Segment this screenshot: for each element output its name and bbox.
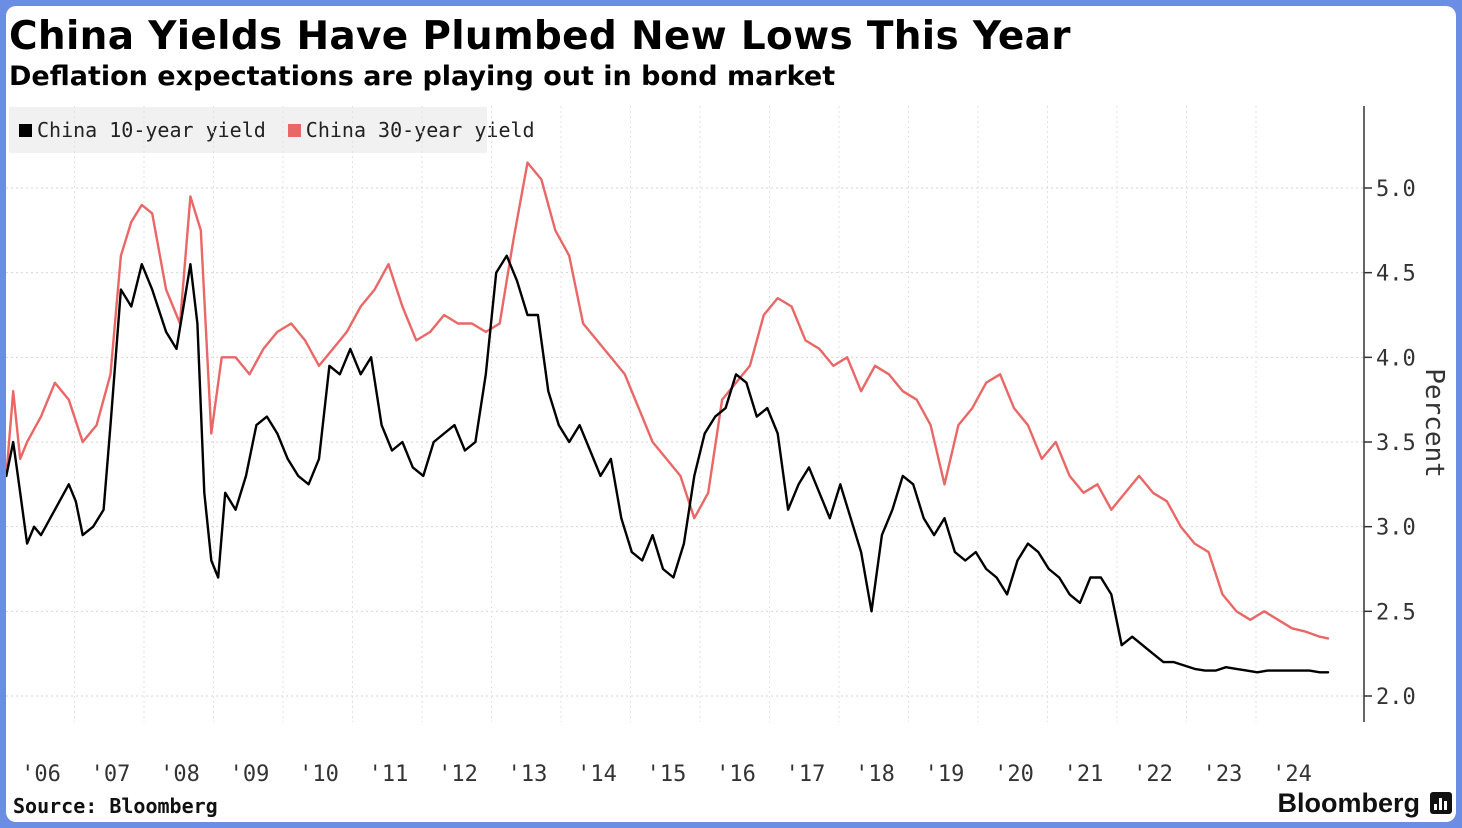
x-tick-label: '21: [1064, 762, 1104, 787]
chart-card: China Yields Have Plumbed New Lows This …: [6, 6, 1456, 822]
x-tick-label: '10: [299, 762, 339, 787]
y-tick-label: 5.0: [1376, 177, 1416, 202]
x-tick-label: '11: [369, 762, 409, 787]
series-line-10y: [6, 254, 1330, 674]
y-axis-label: Percent: [1419, 368, 1449, 478]
y-tick-label: 4.5: [1376, 262, 1416, 287]
x-tick-label: '09: [230, 762, 270, 787]
y-tick-label: 4.0: [1376, 346, 1416, 371]
y-tick-label: 2.0: [1376, 685, 1416, 710]
x-tick-label: '07: [91, 762, 131, 787]
x-tick-label: '18: [855, 762, 895, 787]
chart-plot: 2.0 2.5 3.0 3.5 4.0 4.5 5.0 '06 '07 '08 '09 '10 '11…: [6, 106, 1449, 787]
x-axis: '06 '07 '08 '09 '10 '11 '12 '13 '14 '15 '16 '17 '18 '…: [21, 762, 1312, 787]
x-tick-label: '12: [438, 762, 478, 787]
brand-logo: Bloomberg: [1277, 788, 1420, 818]
x-tick-label: '13: [508, 762, 548, 787]
series-line-30y: [6, 161, 1330, 640]
chart-title: China Yields Have Plumbed New Lows This …: [9, 14, 1071, 59]
chart-subtitle: Deflation expectations are playing out i…: [9, 61, 836, 92]
y-tick-label: 2.5: [1376, 600, 1416, 625]
source-note: Source: Bloomberg: [13, 794, 218, 818]
x-tick-label: '19: [925, 762, 965, 787]
legend-swatch-10y: [19, 123, 32, 137]
y-axis: 2.0 2.5 3.0 3.5 4.0 4.5 5.0: [1363, 106, 1416, 722]
chart-lines: [6, 161, 1330, 674]
y-tick-label: 3.0: [1376, 516, 1416, 541]
x-tick-label: '20: [994, 762, 1034, 787]
y-tick-label: 3.5: [1376, 431, 1416, 456]
x-tick-label: '15: [647, 762, 687, 787]
x-tick-label: '14: [577, 762, 617, 787]
legend-item-30y: China 30-year yield: [287, 118, 535, 142]
legend-label-10y: China 10-year yield: [37, 118, 266, 142]
x-tick-label: '08: [160, 762, 200, 787]
x-tick-label: '23: [1203, 762, 1243, 787]
x-tick-label: '06: [21, 762, 61, 787]
x-tick-label: '17: [786, 762, 826, 787]
legend-label-30y: China 30-year yield: [305, 118, 535, 142]
chart-legend: China 10-year yield China 30-year yield: [9, 107, 535, 153]
legend-item-10y: China 10-year yield: [19, 118, 266, 142]
x-tick-label: '24: [1272, 762, 1312, 787]
x-tick-label: '22: [1133, 762, 1173, 787]
x-tick-label: '16: [716, 762, 756, 787]
bar-chart-icon: [1430, 792, 1452, 814]
legend-swatch-30y: [287, 123, 301, 137]
